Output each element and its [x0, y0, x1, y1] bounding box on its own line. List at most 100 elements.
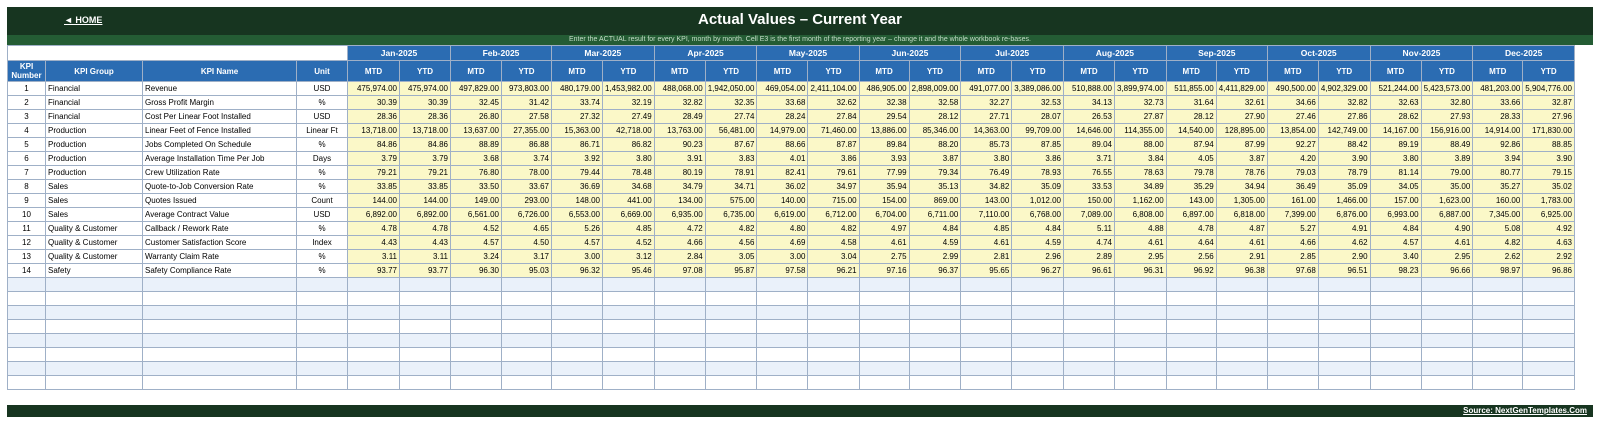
- empty-cell[interactable]: [1472, 361, 1524, 376]
- empty-cell[interactable]: [653, 361, 706, 376]
- ytd-value-cell[interactable]: 4.56: [704, 235, 758, 250]
- empty-cell[interactable]: [551, 347, 603, 362]
- empty-cell[interactable]: [1317, 305, 1371, 320]
- ytd-value-cell[interactable]: 32.73: [1114, 95, 1167, 110]
- empty-cell[interactable]: [704, 277, 758, 292]
- mtd-value-cell[interactable]: 5.11: [1063, 221, 1115, 236]
- ytd-value-cell[interactable]: 6,892.00: [399, 207, 451, 222]
- ytd-value-cell[interactable]: 4.50: [501, 235, 552, 250]
- mtd-value-cell[interactable]: 92.27: [1266, 137, 1319, 152]
- mtd-value-cell[interactable]: 88.89: [450, 137, 502, 152]
- ytd-value-cell[interactable]: 6,925.00: [1522, 207, 1575, 222]
- empty-cell[interactable]: [1522, 375, 1575, 390]
- empty-cell[interactable]: [399, 319, 451, 334]
- empty-cell[interactable]: [1215, 277, 1268, 292]
- empty-cell[interactable]: [1522, 305, 1575, 320]
- empty-cell[interactable]: [807, 319, 860, 334]
- mtd-value-cell[interactable]: 143.00: [960, 193, 1013, 208]
- mtd-value-cell[interactable]: 511,855.00: [1165, 81, 1217, 96]
- mtd-value-cell[interactable]: 96.32: [551, 263, 603, 278]
- empty-cell[interactable]: [1063, 305, 1115, 320]
- empty-cell[interactable]: [756, 291, 809, 306]
- mtd-value-cell[interactable]: 33.66: [1472, 95, 1524, 110]
- empty-cell[interactable]: [602, 347, 655, 362]
- ytd-value-cell[interactable]: 3.86: [1011, 151, 1064, 166]
- ytd-value-cell[interactable]: 1,162.00: [1114, 193, 1167, 208]
- mtd-value-cell[interactable]: 33.74: [551, 95, 603, 110]
- ytd-value-cell[interactable]: 32.58: [908, 95, 962, 110]
- ytd-value-cell[interactable]: 5,904,776.00: [1522, 81, 1575, 96]
- empty-cell[interactable]: [908, 305, 962, 320]
- empty-cell[interactable]: [807, 347, 860, 362]
- empty-cell[interactable]: [1522, 333, 1575, 348]
- empty-cell[interactable]: [399, 277, 451, 292]
- empty-cell[interactable]: [1215, 319, 1268, 334]
- empty-cell[interactable]: [450, 361, 502, 376]
- ytd-value-cell[interactable]: 93.77: [399, 263, 451, 278]
- mtd-value-cell[interactable]: 76.80: [450, 165, 502, 180]
- ytd-value-cell[interactable]: 87.67: [704, 137, 758, 152]
- mtd-value-cell[interactable]: 4.01: [756, 151, 809, 166]
- empty-cell[interactable]: [704, 305, 758, 320]
- empty-cell[interactable]: [858, 291, 910, 306]
- mtd-value-cell[interactable]: 31.64: [1165, 95, 1217, 110]
- empty-cell[interactable]: [1063, 347, 1115, 362]
- empty-cell[interactable]: [551, 361, 603, 376]
- mtd-value-cell[interactable]: 6,704.00: [858, 207, 910, 222]
- empty-cell[interactable]: [858, 305, 910, 320]
- mtd-value-cell[interactable]: 76.49: [960, 165, 1013, 180]
- empty-cell[interactable]: [908, 347, 962, 362]
- ytd-value-cell[interactable]: 144.00: [399, 193, 451, 208]
- mtd-value-cell[interactable]: 6,897.00: [1165, 207, 1217, 222]
- empty-cell[interactable]: [1522, 347, 1575, 362]
- empty-cell[interactable]: [1369, 291, 1422, 306]
- ytd-value-cell[interactable]: 6,818.00: [1215, 207, 1268, 222]
- mtd-value-cell[interactable]: 98.23: [1369, 263, 1422, 278]
- empty-cell[interactable]: [1317, 361, 1371, 376]
- ytd-value-cell[interactable]: 3.89: [1420, 151, 1474, 166]
- mtd-value-cell[interactable]: 36.02: [756, 179, 809, 194]
- ytd-value-cell[interactable]: 6,712.00: [807, 207, 860, 222]
- empty-cell[interactable]: [1472, 375, 1524, 390]
- ytd-value-cell[interactable]: 6,808.00: [1114, 207, 1167, 222]
- empty-cell[interactable]: [1420, 291, 1474, 306]
- mtd-value-cell[interactable]: 4.05: [1165, 151, 1217, 166]
- empty-cell[interactable]: [807, 361, 860, 376]
- mtd-value-cell[interactable]: 77.99: [858, 165, 910, 180]
- mtd-value-cell[interactable]: 92.86: [1472, 137, 1524, 152]
- mtd-value-cell[interactable]: 97.68: [1266, 263, 1319, 278]
- ytd-value-cell[interactable]: 2.90: [1317, 249, 1371, 264]
- mtd-value-cell[interactable]: 34.79: [653, 179, 706, 194]
- empty-cell[interactable]: [653, 375, 706, 390]
- mtd-value-cell[interactable]: 4.52: [450, 221, 502, 236]
- ytd-value-cell[interactable]: 96.38: [1215, 263, 1268, 278]
- empty-cell[interactable]: [1215, 291, 1268, 306]
- ytd-value-cell[interactable]: 27.93: [1420, 109, 1474, 124]
- empty-cell[interactable]: [1165, 361, 1217, 376]
- ytd-value-cell[interactable]: 96.37: [908, 263, 962, 278]
- empty-cell[interactable]: [1063, 319, 1115, 334]
- ytd-value-cell[interactable]: 3.04: [807, 249, 860, 264]
- ytd-value-cell[interactable]: 2.95: [1420, 249, 1474, 264]
- ytd-value-cell[interactable]: 3.05: [704, 249, 758, 264]
- ytd-value-cell[interactable]: 1,466.00: [1317, 193, 1371, 208]
- empty-cell[interactable]: [1114, 305, 1167, 320]
- mtd-value-cell[interactable]: 4.69: [756, 235, 809, 250]
- ytd-value-cell[interactable]: 78.63: [1114, 165, 1167, 180]
- mtd-value-cell[interactable]: 98.97: [1472, 263, 1524, 278]
- ytd-value-cell[interactable]: 96.86: [1522, 263, 1575, 278]
- empty-cell[interactable]: [1114, 333, 1167, 348]
- mtd-value-cell[interactable]: 6,619.00: [756, 207, 809, 222]
- empty-cell[interactable]: [908, 375, 962, 390]
- ytd-value-cell[interactable]: 6,768.00: [1011, 207, 1064, 222]
- ytd-value-cell[interactable]: 4.92: [1522, 221, 1575, 236]
- mtd-value-cell[interactable]: 85.73: [960, 137, 1013, 152]
- empty-cell[interactable]: [399, 333, 451, 348]
- mtd-value-cell[interactable]: 93.77: [347, 263, 400, 278]
- mtd-value-cell[interactable]: 36.69: [551, 179, 603, 194]
- ytd-value-cell[interactable]: 114,355.00: [1114, 123, 1167, 138]
- empty-cell[interactable]: [347, 291, 400, 306]
- ytd-value-cell[interactable]: 4.82: [807, 221, 860, 236]
- empty-cell[interactable]: [653, 291, 706, 306]
- ytd-value-cell[interactable]: 88.85: [1522, 137, 1575, 152]
